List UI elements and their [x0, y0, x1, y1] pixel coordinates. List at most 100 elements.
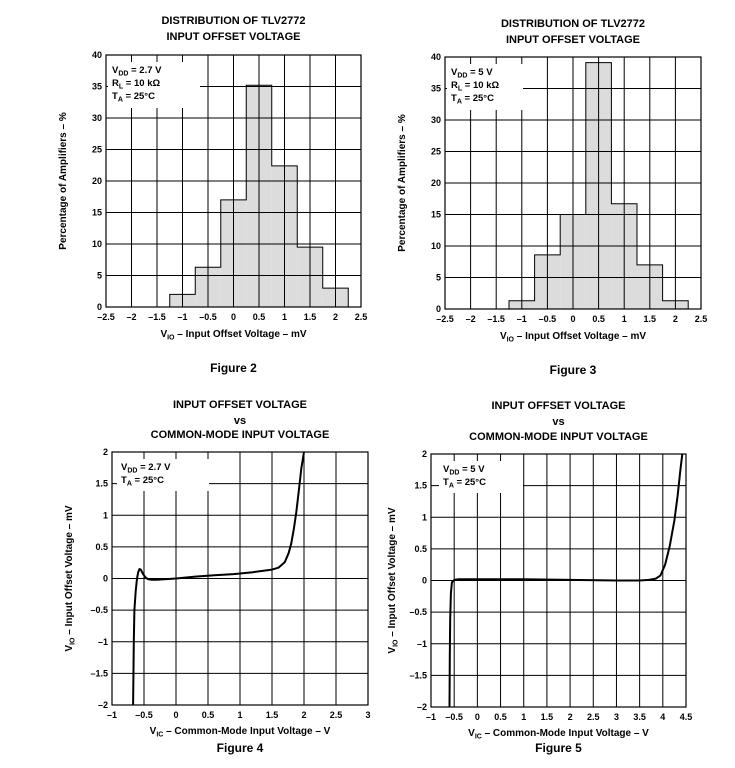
- y-tick-label: 20: [431, 178, 441, 188]
- x-axis-label: VIO – Input Offset Voltage – mV: [500, 331, 646, 344]
- y-tick-label: –1.5: [90, 668, 108, 678]
- x-tick-label: –2.5: [436, 314, 454, 324]
- x-tick-label: 1: [237, 710, 242, 720]
- plot-frame: [111, 451, 369, 706]
- condition-label: TA = 25°C: [112, 91, 155, 104]
- chart-title-line-2: INPUT OFFSET VOLTAGE: [506, 34, 640, 46]
- x-tick-label: 1: [622, 314, 627, 324]
- y-tick-label: 0: [103, 574, 108, 584]
- y-tick-label: 15: [92, 208, 102, 218]
- x-tick-label: 0.5: [494, 712, 507, 722]
- x-tick-label: –2: [466, 314, 476, 324]
- x-tick-label: 1: [282, 312, 287, 322]
- y-tick-label: 35: [92, 82, 102, 92]
- x-tick-label: 2.5: [587, 712, 600, 722]
- y-tick-label: 1: [103, 510, 108, 520]
- y-tick-label: 15: [431, 210, 441, 220]
- y-tick-label: –0.5: [409, 607, 427, 617]
- y-tick-label: 0: [422, 576, 427, 586]
- y-tick-label: 30: [92, 113, 102, 123]
- x-tick-label: 2: [301, 710, 306, 720]
- x-tick-label: 2: [568, 712, 573, 722]
- y-tick-label: –1: [417, 639, 427, 649]
- y-tick-label: 0: [97, 302, 102, 312]
- x-axis-label: VIO – Input Offset Voltage – mV: [160, 329, 306, 342]
- x-tick-label: –0.5: [135, 710, 153, 720]
- x-tick-label: –1: [107, 710, 117, 720]
- x-tick-label: 2.5: [355, 312, 368, 322]
- chart-title-line-1: DISTRIBUTION OF TLV2772: [161, 15, 305, 27]
- condition-label: TA = 25°C: [451, 93, 494, 106]
- x-tick-label: –1: [426, 712, 436, 722]
- y-tick-label: 20: [92, 176, 102, 186]
- y-axis-label: Percentage of Amplifiers – %: [397, 114, 408, 252]
- y-tick-label: 25: [431, 147, 441, 157]
- chart-title-line-1: DISTRIBUTION OF TLV2772: [501, 18, 645, 30]
- figure-caption: Figure 4: [217, 741, 264, 755]
- y-tick-label: 30: [431, 115, 441, 125]
- x-tick-label: 2.5: [695, 314, 708, 324]
- plot-frame: [430, 453, 687, 708]
- y-tick-label: 1: [422, 512, 427, 522]
- y-tick-label: –1.5: [409, 670, 427, 680]
- chart-figure-2: DISTRIBUTION OF TLV2772 INPUT OFFSET VOLT…: [58, 15, 367, 375]
- chart-title-line-2: INPUT OFFSET VOLTAGE: [166, 31, 300, 43]
- conditions-box: [447, 64, 523, 110]
- plot-frame: [105, 54, 362, 308]
- condition-label: VDD = 5 V: [443, 464, 485, 477]
- y-tick-label: 10: [92, 239, 102, 249]
- x-tick-label: 4: [660, 712, 665, 722]
- x-tick-label: –0.5: [199, 312, 217, 322]
- y-tick-label: 2: [103, 447, 108, 457]
- x-tick-label: 0: [173, 710, 178, 720]
- conditions-box: [117, 459, 209, 491]
- y-axis-label: VIO – Input Offset Voltage – mV: [387, 507, 400, 653]
- x-tick-label: 3: [365, 710, 370, 720]
- chart-figure-3: DISTRIBUTION OF TLV2772 INPUT OFFSET VOLT…: [397, 18, 707, 377]
- y-tick-label: 0: [436, 304, 441, 314]
- x-tick-label: 4.5: [680, 712, 693, 722]
- x-tick-label: –2: [126, 312, 136, 322]
- x-tick-label: 2.5: [330, 710, 343, 720]
- vio-curve: [132, 451, 305, 706]
- chart-title-line-2: vs: [552, 416, 564, 428]
- y-tick-label: –0.5: [90, 605, 108, 615]
- figure-caption: Figure 5: [535, 741, 582, 755]
- condition-label: VDD = 2.7 V: [112, 65, 162, 78]
- plot-frame: [444, 56, 702, 310]
- condition-label: TA = 25°C: [443, 477, 486, 490]
- x-tick-label: –1.5: [148, 312, 166, 322]
- y-tick-label: –2: [417, 702, 427, 712]
- y-tick-label: 1.5: [95, 479, 108, 489]
- x-tick-label: 0.5: [592, 314, 605, 324]
- x-axis-label: VIC – Common-Mode Input Voltage – V: [468, 728, 649, 741]
- y-tick-label: 5: [97, 271, 102, 281]
- figure-caption: Figure 3: [550, 363, 597, 377]
- histogram-outline: [169, 84, 349, 307]
- condition-label: VDD = 5 V: [451, 67, 493, 80]
- y-tick-label: 35: [431, 84, 441, 94]
- x-tick-label: –1: [177, 312, 187, 322]
- chart-title-line-1: INPUT OFFSET VOLTAGE: [173, 399, 307, 411]
- y-tick-label: 40: [92, 50, 102, 60]
- y-tick-label: 25: [92, 145, 102, 155]
- x-tick-label: 2: [333, 312, 338, 322]
- x-tick-label: 3: [614, 712, 619, 722]
- condition-label: VDD = 2.7 V: [121, 462, 171, 475]
- x-tick-label: 1: [521, 712, 526, 722]
- x-tick-label: 2: [673, 314, 678, 324]
- x-tick-label: 0: [231, 312, 236, 322]
- chart-figure-5: INPUT OFFSET VOLTAGE vs COMMON-MODE INPUT …: [387, 400, 692, 755]
- y-tick-label: 2: [422, 449, 427, 459]
- x-tick-label: –0.5: [539, 314, 557, 324]
- y-axis-label: VIO – Input Offset Voltage – mV: [64, 505, 77, 651]
- condition-label: TA = 25°C: [121, 475, 164, 488]
- x-tick-label: 0.5: [253, 312, 266, 322]
- histogram-outline: [508, 62, 689, 309]
- chart-title-line-3: COMMON-MODE INPUT VOLTAGE: [469, 431, 648, 443]
- y-tick-label: –2: [98, 700, 108, 710]
- y-tick-label: 40: [431, 52, 441, 62]
- vio-curve: [448, 453, 684, 708]
- chart-figure-4: INPUT OFFSET VOLTAGE vs COMMON-MODE INPUT …: [64, 399, 371, 755]
- y-tick-label: 1.5: [414, 481, 427, 491]
